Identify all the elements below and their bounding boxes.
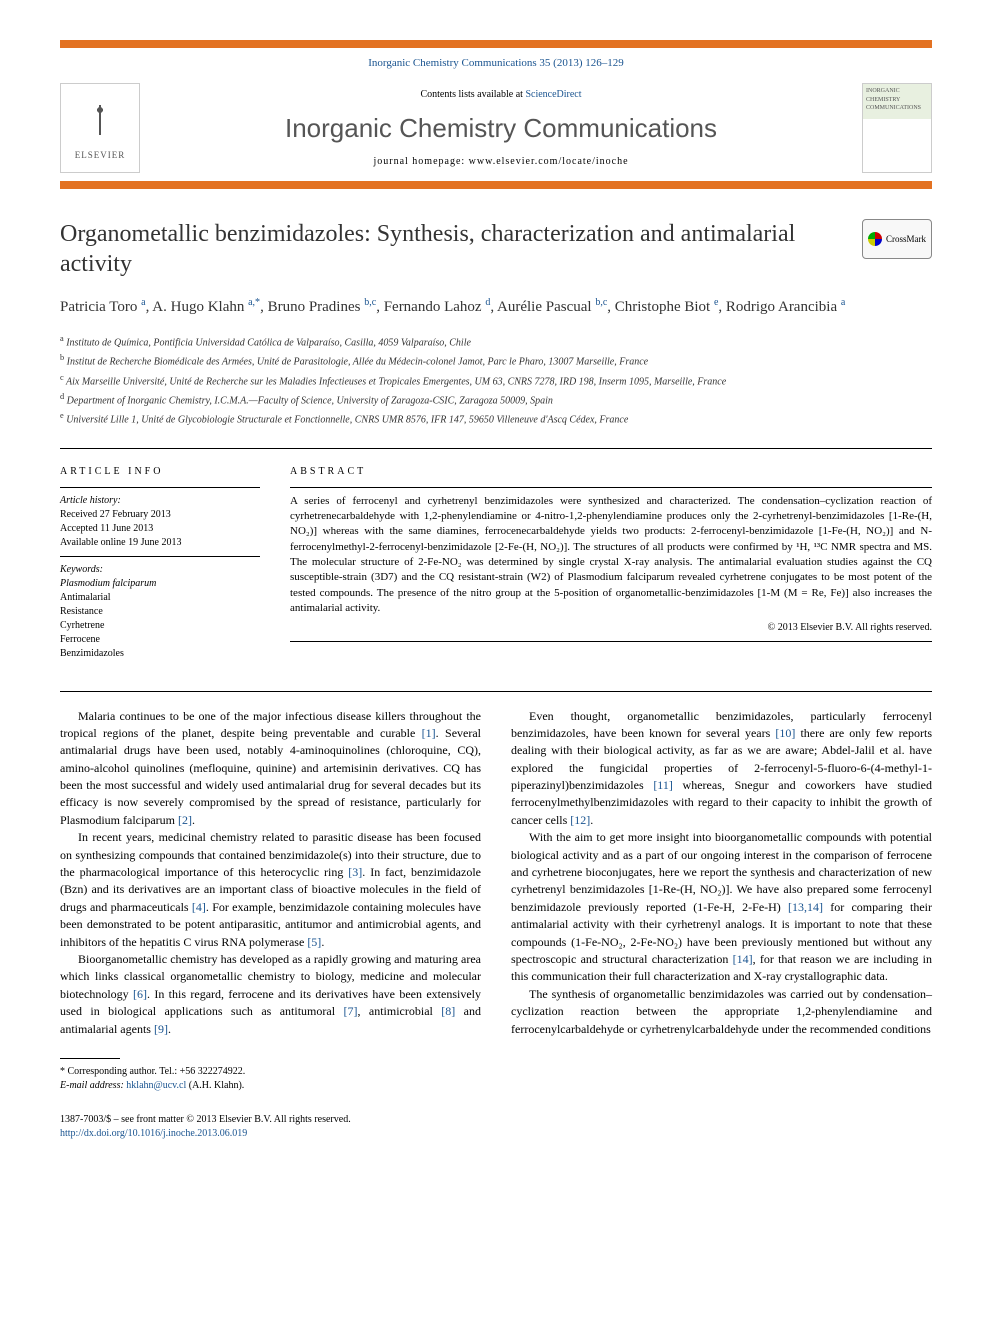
article-title: Organometallic benzimidazoles: Synthesis…	[60, 219, 932, 279]
ref-link[interactable]: [6]	[133, 987, 147, 1001]
doi-link[interactable]: http://dx.doi.org/10.1016/j.inoche.2013.…	[60, 1127, 932, 1141]
section-divider	[60, 691, 932, 692]
body-paragraph: Bioorganometallic chemistry has develope…	[60, 951, 481, 1038]
body-paragraph: Even thought, organometallic benzimidazo…	[511, 708, 932, 830]
keyword: Resistance	[60, 605, 260, 619]
ref-link[interactable]: [4]	[192, 900, 206, 914]
ref-link[interactable]: [3]	[348, 865, 362, 879]
body-paragraph: The synthesis of organometallic benzimid…	[511, 986, 932, 1038]
history-line: Available online 19 June 2013	[60, 536, 260, 550]
contents-text: Contents lists available at	[420, 89, 525, 100]
email-address[interactable]: hklahn@ucv.cl	[126, 1080, 186, 1091]
affiliation-line: b Institut de Recherche Biomédicale des …	[60, 352, 932, 369]
history-line: Received 27 February 2013	[60, 508, 260, 522]
affiliations: a Instituto de Química, Pontificia Unive…	[60, 333, 932, 428]
ref-link[interactable]: [8]	[441, 1004, 455, 1018]
contents-line: Contents lists available at ScienceDirec…	[160, 88, 842, 102]
journal-banner: ELSEVIER Contents lists available at Sci…	[60, 83, 932, 173]
keyword: Cyrhetrene	[60, 619, 260, 633]
keyword: Benzimidazoles	[60, 647, 260, 661]
ref-link[interactable]: [14]	[733, 952, 753, 966]
footnotes: * Corresponding author. Tel.: +56 322274…	[60, 1065, 932, 1093]
ref-link[interactable]: [11]	[653, 778, 673, 792]
body-text: Malaria continues to be one of the major…	[60, 708, 932, 1038]
history-line: Accepted 11 June 2013	[60, 522, 260, 536]
body-paragraph: With the aim to get more insight into bi…	[511, 829, 932, 986]
info-divider	[60, 487, 260, 488]
homepage-label: journal homepage:	[373, 156, 468, 167]
sciencedirect-link[interactable]: ScienceDirect	[525, 89, 581, 100]
ref-link[interactable]: [12]	[570, 813, 590, 827]
elsevier-logo: ELSEVIER	[60, 83, 140, 173]
info-divider	[60, 556, 260, 557]
ref-link[interactable]: [2]	[178, 813, 192, 827]
article-info-heading: ARTICLE INFO	[60, 465, 260, 479]
bottom-bar: 1387-7003/$ – see front matter © 2013 El…	[60, 1113, 932, 1141]
body-paragraph: In recent years, medicinal chemistry rel…	[60, 829, 481, 951]
elsevier-text: ELSEVIER	[75, 149, 126, 162]
abstract-divider	[290, 487, 932, 488]
authors-line: Patricia Toro a, A. Hugo Klahn a,*, Brun…	[60, 295, 932, 319]
ref-link[interactable]: [5]	[307, 935, 321, 949]
keyword: Ferrocene	[60, 633, 260, 647]
crossmark-badge[interactable]: CrossMark	[862, 219, 932, 259]
affiliation-line: a Instituto de Química, Pontificia Unive…	[60, 333, 932, 350]
ref-link[interactable]: [7]	[343, 1004, 357, 1018]
crossmark-label: CrossMark	[886, 233, 926, 246]
keywords-label: Keywords:	[60, 563, 260, 577]
abstract-column: ABSTRACT A series of ferrocenyl and cyrh…	[290, 465, 932, 661]
issn-line: 1387-7003/$ – see front matter © 2013 El…	[60, 1113, 932, 1127]
banner-center: Contents lists available at ScienceDirec…	[160, 88, 842, 168]
keywords-list: Plasmodium falciparumAntimalarialResista…	[60, 577, 260, 661]
abstract-text: A series of ferrocenyl and cyrhetrenyl b…	[290, 494, 932, 617]
affiliation-line: e Université Lille 1, Unité de Glycobiol…	[60, 410, 932, 427]
journal-reference: Inorganic Chemistry Communications 35 (2…	[60, 56, 932, 71]
corresponding-author: * Corresponding author. Tel.: +56 322274…	[60, 1065, 932, 1079]
info-abstract-row: ARTICLE INFO Article history: Received 2…	[60, 465, 932, 661]
ref-link[interactable]: [13,14]	[788, 900, 823, 914]
affiliation-line: c Aix Marseille Université, Unité de Rec…	[60, 372, 932, 389]
email-line: E-mail address: hklahn@ucv.cl (A.H. Klah…	[60, 1079, 932, 1093]
ref-link[interactable]: [10]	[775, 726, 795, 740]
email-label: E-mail address:	[60, 1080, 126, 1091]
footnote-divider	[60, 1058, 120, 1059]
journal-cover-thumbnail: INORGANIC CHEMISTRY COMMUNICATIONS	[862, 83, 932, 173]
crossmark-icon	[868, 232, 882, 246]
keyword: Antimalarial	[60, 591, 260, 605]
ref-link[interactable]: [9]	[154, 1022, 168, 1036]
history-label: Article history:	[60, 494, 260, 508]
journal-title: Inorganic Chemistry Communications	[160, 110, 842, 146]
top-accent-bar	[60, 40, 932, 48]
homepage-url[interactable]: www.elsevier.com/locate/inoche	[469, 156, 629, 167]
elsevier-tree-icon	[80, 95, 120, 145]
body-paragraph: Malaria continues to be one of the major…	[60, 708, 481, 830]
email-author: (A.H. Klahn).	[186, 1080, 244, 1091]
keyword: Plasmodium falciparum	[60, 577, 260, 591]
history-list: Received 27 February 2013Accepted 11 Jun…	[60, 508, 260, 550]
bottom-accent-bar	[60, 181, 932, 189]
abstract-heading: ABSTRACT	[290, 465, 932, 479]
affiliation-line: d Department of Inorganic Chemistry, I.C…	[60, 391, 932, 408]
journal-homepage: journal homepage: www.elsevier.com/locat…	[160, 155, 842, 169]
ref-link[interactable]: [1]	[422, 726, 436, 740]
copyright-line: © 2013 Elsevier B.V. All rights reserved…	[290, 621, 932, 635]
article-info-column: ARTICLE INFO Article history: Received 2…	[60, 465, 260, 661]
abstract-bottom-divider	[290, 641, 932, 642]
section-divider	[60, 448, 932, 449]
